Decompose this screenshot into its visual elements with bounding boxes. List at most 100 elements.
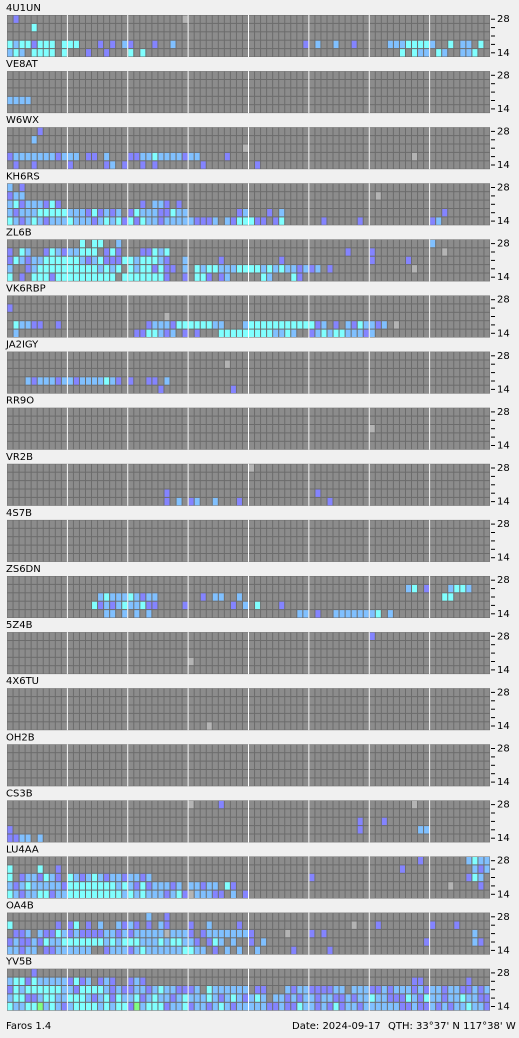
cell (309, 40, 315, 49)
cell (345, 96, 351, 105)
cell (255, 528, 261, 537)
cell (297, 23, 303, 32)
cell (55, 217, 61, 225)
cell (351, 239, 357, 248)
cell (267, 425, 273, 433)
cell (176, 433, 182, 441)
cell (158, 641, 164, 649)
cell (448, 472, 454, 481)
cell (43, 377, 49, 385)
cell (442, 657, 448, 666)
cell (19, 433, 25, 441)
cell (37, 433, 43, 441)
cell (448, 537, 454, 545)
cell (333, 273, 339, 281)
cell (140, 416, 146, 424)
cell (285, 528, 291, 537)
cell (279, 161, 285, 169)
cell (339, 144, 345, 152)
cell (436, 127, 442, 136)
cell (128, 105, 134, 113)
cell (73, 352, 79, 360)
cell (128, 23, 134, 32)
cell (176, 304, 182, 312)
cell (279, 425, 285, 433)
cell (399, 576, 405, 584)
cell (116, 520, 122, 528)
cell (291, 554, 297, 562)
cell (49, 584, 55, 593)
cell (31, 144, 37, 152)
cell (291, 127, 297, 136)
cell (466, 23, 472, 32)
cell (351, 183, 357, 192)
cell (140, 96, 146, 105)
cell (472, 601, 478, 610)
cell (164, 127, 170, 136)
cell (267, 312, 273, 321)
cell (424, 601, 430, 610)
cell (399, 127, 405, 136)
cell (381, 641, 387, 649)
cell (25, 545, 31, 553)
cell (448, 152, 454, 161)
cell (363, 520, 369, 528)
cell (460, 256, 466, 265)
cell (460, 601, 466, 610)
cell (200, 265, 206, 273)
cell (412, 312, 418, 321)
cell (309, 312, 315, 321)
cell (230, 352, 236, 360)
cell (309, 321, 315, 329)
cell (255, 576, 261, 584)
cell (110, 217, 116, 225)
cell (230, 321, 236, 329)
cell (67, 144, 73, 152)
cell (393, 88, 399, 96)
cell (110, 537, 116, 545)
cell (122, 425, 128, 433)
cell (273, 105, 279, 113)
cell (98, 161, 104, 169)
cell (242, 385, 248, 394)
cell (399, 472, 405, 481)
cell (98, 144, 104, 152)
cell (188, 489, 194, 497)
cell (176, 192, 182, 200)
cell (61, 666, 67, 674)
cell (212, 329, 218, 337)
cell (442, 273, 448, 281)
cell (375, 105, 381, 113)
cell (273, 497, 279, 506)
cell (261, 296, 267, 304)
cell (92, 209, 98, 217)
cell (297, 433, 303, 441)
cell (230, 80, 236, 88)
cell (98, 248, 104, 256)
cell (424, 15, 430, 23)
cell (43, 209, 49, 217)
cell (255, 416, 261, 424)
cell (116, 329, 122, 337)
cell (327, 15, 333, 23)
cell (357, 666, 363, 674)
cell (448, 601, 454, 610)
cell (43, 385, 49, 394)
cell (79, 554, 85, 562)
cell (182, 23, 188, 32)
cell (122, 329, 128, 337)
cell (273, 200, 279, 208)
cell (345, 641, 351, 649)
cell (85, 40, 92, 49)
cell (363, 554, 369, 562)
cell (116, 584, 122, 593)
cell (218, 666, 224, 674)
cell (67, 217, 73, 225)
cell (363, 161, 369, 169)
cell (104, 528, 110, 537)
cell (218, 593, 224, 601)
cell (297, 649, 303, 657)
cell (369, 584, 375, 593)
cell (43, 528, 49, 537)
cell (67, 657, 73, 666)
